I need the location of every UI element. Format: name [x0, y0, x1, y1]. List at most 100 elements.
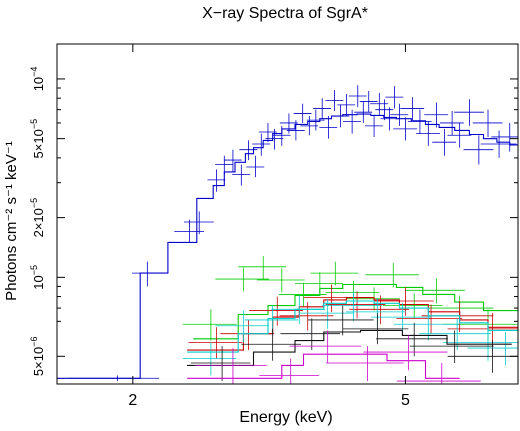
y-tick-label-base: 5×10: [31, 129, 46, 158]
data-point: [259, 358, 320, 384]
data-point: [313, 98, 331, 119]
data-point: [376, 322, 448, 357]
data-point: [265, 128, 284, 150]
data-point: [325, 291, 386, 319]
data-point: [348, 85, 367, 108]
data-point: [239, 140, 258, 161]
data-point: [278, 282, 327, 307]
data-point: [416, 121, 440, 146]
data-point: [132, 261, 162, 287]
data-point: [396, 304, 463, 334]
data-point: [337, 93, 356, 117]
y-tick-label: 5×10−6: [29, 337, 46, 377]
data-point: [223, 149, 242, 172]
data-point: [375, 99, 394, 121]
data-point: [319, 116, 338, 139]
data-point: [491, 122, 518, 152]
y-axis-label: Photons cm⁻² s⁻¹ keV⁻¹: [3, 141, 20, 301]
data-point: [409, 330, 494, 364]
y-tick-label-base: 10: [31, 275, 46, 289]
data-point: [183, 211, 214, 235]
data-point: [249, 296, 303, 326]
data-point: [241, 328, 302, 361]
data-point: [182, 309, 237, 341]
data-point: [299, 298, 354, 329]
data-point: [463, 135, 494, 165]
y-tick-label: 5×10−5: [29, 119, 46, 159]
data-point: [382, 293, 443, 319]
series-4: [187, 305, 518, 382]
data-point: [272, 125, 291, 146]
data-point: [194, 348, 267, 384]
data-point: [371, 303, 431, 333]
data-point: [385, 86, 404, 109]
series-5-model-step: [187, 353, 460, 379]
series-5: [187, 330, 481, 384]
data-point: [271, 295, 325, 325]
y-tick-label-exponent: −5: [29, 198, 39, 208]
data-point: [252, 133, 271, 156]
y-tick-label: 10−5: [29, 265, 46, 290]
series-1: [182, 256, 518, 341]
x-tick-label: 5: [401, 392, 410, 409]
data-point: [359, 90, 378, 113]
data-point: [370, 92, 389, 115]
data-point: [472, 109, 503, 137]
data-point: [303, 284, 358, 312]
data-point: [286, 120, 305, 141]
data-point: [343, 109, 361, 134]
data-point: [293, 103, 312, 123]
y-tick-label: 2×10−5: [29, 198, 46, 238]
data-point: [424, 102, 449, 128]
data-point: [405, 278, 465, 304]
data-point: [467, 332, 518, 366]
data-point: [407, 109, 432, 134]
data-point: [280, 318, 341, 351]
data-point: [363, 335, 448, 371]
data-point: [374, 287, 434, 316]
data-point: [188, 327, 243, 359]
data-point: [238, 256, 287, 280]
series-1-model-step: [193, 283, 518, 340]
y-tick-label: 10−4: [29, 67, 46, 92]
y-tick-label-exponent: −4: [29, 67, 39, 77]
data-point: [480, 130, 517, 158]
y-tick-label-base: 5×10: [31, 347, 46, 376]
y-tick-label-base: 10: [31, 77, 46, 91]
data-point: [432, 128, 457, 156]
data-point: [215, 155, 234, 175]
series-4-model-step: [187, 329, 512, 366]
data-point: [447, 313, 518, 347]
data-point: [447, 340, 518, 373]
y-tick-label-exponent: −5: [29, 119, 39, 129]
data-point: [215, 310, 270, 343]
data-point: [443, 325, 518, 361]
data-point: [454, 99, 484, 126]
data-point: [215, 267, 270, 292]
series-0-model-step: [57, 113, 518, 379]
axes: 2 55×10−610−52×10−55×10−510−4: [29, 44, 518, 409]
data-point: [182, 342, 237, 376]
data-point: [207, 169, 226, 192]
data-point: [246, 155, 265, 178]
data-point: [244, 305, 299, 336]
data-point: [393, 117, 418, 141]
y-tick-label-base: 2×10: [31, 208, 46, 237]
data-point: [400, 97, 425, 121]
data-point: [289, 330, 362, 364]
data-point: [346, 287, 400, 311]
data-point: [279, 302, 334, 331]
data-point: [306, 109, 325, 131]
x-axis-label: Energy (keV): [239, 409, 332, 426]
data-point: [322, 291, 382, 322]
data-point: [365, 114, 383, 137]
plot-frame: [56, 43, 519, 385]
chart-title: X−ray Spectra of SgrA*: [202, 5, 368, 22]
data-point: [380, 107, 399, 131]
series-layer: [57, 85, 518, 384]
data-point: [325, 346, 404, 382]
data-point: [256, 268, 305, 293]
data-point: [396, 363, 481, 384]
x-tick-label: 2: [128, 392, 137, 409]
